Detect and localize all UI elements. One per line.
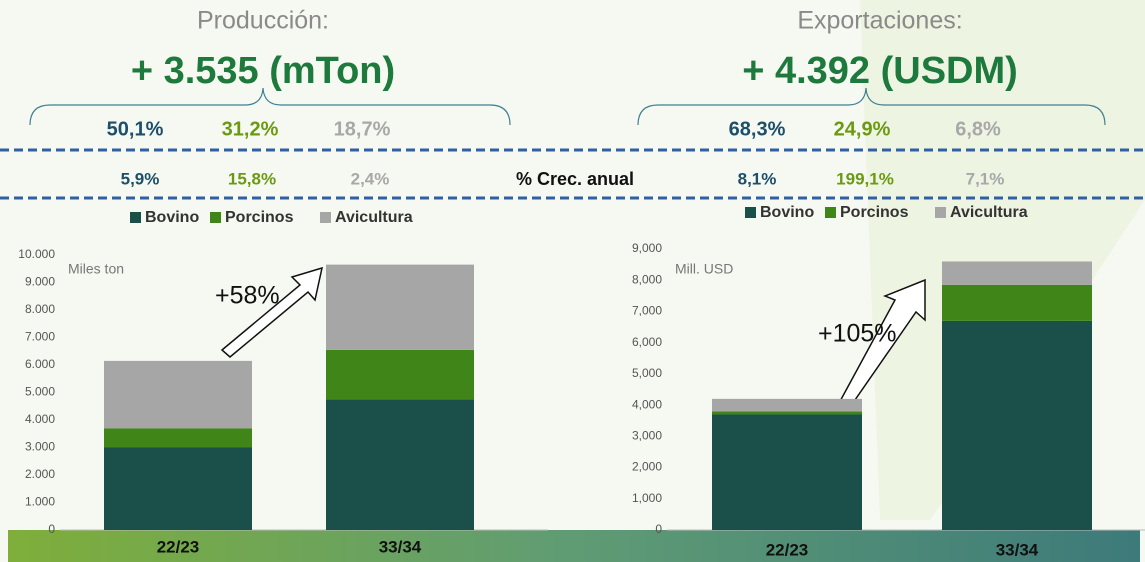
growth: 2,4% (351, 169, 390, 188)
growth: 7,1% (966, 169, 1005, 188)
x-tick-label: 22/23 (766, 540, 809, 559)
annotation: +58% (215, 282, 280, 310)
panel-title: Exportaciones: (797, 7, 962, 35)
legend-swatch (130, 212, 141, 223)
y-tick-label: 4.000 (25, 412, 55, 426)
y-tick-label: 3,000 (632, 429, 662, 443)
legend-swatch (745, 207, 756, 218)
bar-segment (712, 398, 862, 412)
bar-segment (104, 360, 252, 429)
panel-total: + 3.535 (mTon) (131, 50, 395, 92)
arrow (836, 278, 926, 411)
x-tick-label: 33/34 (379, 537, 422, 556)
legend-swatch (210, 212, 221, 223)
unit-label: Miles ton (68, 261, 124, 277)
panel-title: Producción: (197, 7, 329, 35)
bar-segment (326, 264, 474, 350)
category-band (8, 530, 1140, 562)
y-tick-label: 0 (48, 522, 55, 536)
y-tick-label: 6,000 (632, 335, 662, 349)
share: 50,1% (107, 118, 164, 140)
bar-segment (104, 428, 252, 448)
legend-label: Porcinos (840, 204, 909, 221)
bar-segment (942, 261, 1092, 285)
growth: 5,9% (121, 169, 160, 188)
legend-swatch (935, 207, 946, 218)
x-tick-label: 22/23 (157, 537, 200, 556)
legend-label: Avicultura (950, 204, 1028, 221)
center-label: % Crec. anual (516, 169, 634, 189)
share: 18,7% (334, 118, 391, 140)
share: 6,8% (955, 118, 1001, 140)
y-tick-label: 9.000 (25, 275, 55, 289)
bar-segment (326, 399, 474, 530)
bar-segment (326, 349, 474, 400)
share: 68,3% (729, 118, 786, 140)
bar-segment (942, 284, 1092, 321)
brace (637, 87, 1106, 126)
bar-segment (712, 411, 862, 415)
legend-swatch (825, 207, 836, 218)
growth: 8,1% (738, 169, 777, 188)
legend-label: Porcinos (225, 209, 294, 226)
y-tick-label: 1,000 (632, 491, 662, 505)
y-tick-label: 7.000 (25, 330, 55, 344)
y-tick-label: 3.000 (25, 440, 55, 454)
legend-label: Bovino (760, 204, 814, 221)
growth: 15,8% (228, 169, 276, 188)
y-tick-label: 2.000 (25, 467, 55, 481)
unit-label: Mill. USD (675, 261, 733, 277)
panel-total: + 4.392 (USDM) (742, 50, 1018, 92)
bar-segment (942, 320, 1092, 530)
y-tick-label: 5,000 (632, 366, 662, 380)
legend-label: Bovino (145, 209, 199, 226)
brace (29, 87, 511, 126)
y-tick-label: 4,000 (632, 397, 662, 411)
decor (860, 0, 1145, 520)
y-tick-label: 2,000 (632, 460, 662, 474)
y-tick-label: 9,000 (632, 241, 662, 255)
x-tick-label: 33/34 (996, 540, 1039, 559)
y-tick-label: 6.000 (25, 357, 55, 371)
y-tick-label: 5.000 (25, 385, 55, 399)
y-tick-label: 1.000 (25, 495, 55, 509)
y-tick-label: 8.000 (25, 302, 55, 316)
y-tick-label: 7,000 (632, 304, 662, 318)
arrow (220, 266, 324, 358)
y-tick-label: 0 (655, 522, 662, 536)
legend-label: Avicultura (335, 209, 413, 226)
y-tick-label: 8,000 (632, 272, 662, 286)
legend-swatch (320, 212, 331, 223)
share: 31,2% (222, 118, 279, 140)
bar-segment (104, 447, 252, 530)
bar-segment (712, 414, 862, 530)
growth: 199,1% (836, 169, 894, 188)
y-tick-label: 10.000 (18, 247, 55, 261)
annotation: +105% (818, 320, 897, 348)
share: 24,9% (834, 118, 891, 140)
